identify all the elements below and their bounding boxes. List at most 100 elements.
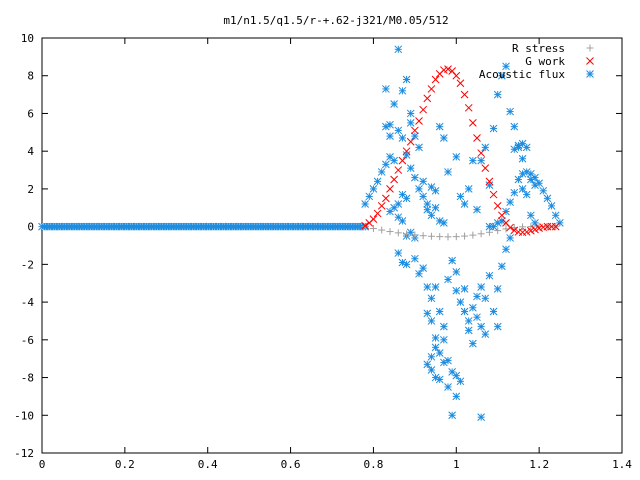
data-point	[473, 134, 481, 142]
data-point	[427, 232, 435, 240]
x-tick-label: 0.8	[363, 458, 383, 471]
y-tick-label: 10	[21, 32, 34, 45]
data-point	[527, 226, 535, 235]
data-point	[498, 262, 506, 271]
data-point	[444, 65, 452, 73]
data-point	[543, 194, 552, 203]
data-point	[477, 283, 485, 291]
data-point	[390, 100, 398, 108]
data-point	[493, 90, 502, 99]
data-point	[394, 45, 403, 54]
data-point	[398, 86, 407, 95]
data-point	[390, 156, 398, 165]
data-point	[498, 71, 506, 80]
data-point	[461, 232, 469, 240]
data-point	[411, 126, 419, 135]
data-point	[394, 249, 403, 257]
data-point	[493, 202, 502, 210]
data-point	[431, 283, 440, 291]
x-tick-label: 0.4	[198, 458, 218, 471]
data-point	[539, 186, 548, 195]
y-tick-label: 2	[27, 183, 34, 196]
data-point	[464, 103, 473, 112]
data-point	[456, 79, 465, 88]
data-point	[489, 190, 498, 199]
axis-ticks: 0 0.2 0.4 0.6 0.8 1 1.2 1.4 10 8 6 4 2 0 -2 -4 -6 -8 -10 -1…	[14, 32, 632, 471]
y-tick-label: -8	[21, 372, 34, 385]
data-point	[452, 233, 460, 241]
data-point	[485, 177, 494, 186]
data-point	[452, 152, 461, 161]
data-point	[431, 343, 440, 352]
data-point	[527, 211, 535, 220]
data-point	[493, 285, 502, 293]
data-point	[423, 283, 432, 291]
data-point	[369, 225, 377, 233]
data-point	[427, 294, 436, 303]
data-point	[444, 233, 452, 241]
data-point	[419, 264, 427, 272]
data-point	[440, 322, 448, 331]
data-point	[423, 309, 432, 318]
data-point	[460, 90, 469, 99]
data-point	[485, 271, 494, 280]
series-1	[361, 65, 560, 237]
data-point	[402, 147, 411, 156]
data-point	[402, 151, 411, 159]
data-point	[522, 190, 531, 199]
data-point	[435, 122, 444, 131]
data-point	[406, 109, 415, 118]
data-point	[444, 275, 452, 284]
data-point	[464, 317, 473, 325]
data-point	[506, 198, 514, 206]
data-point	[402, 260, 411, 269]
data-point	[456, 298, 465, 306]
data-point	[406, 137, 415, 146]
data-point	[427, 317, 436, 325]
data-point	[394, 126, 403, 135]
data-point	[431, 334, 440, 342]
data-point	[547, 202, 556, 210]
x-tick-label: 0	[39, 458, 46, 471]
data-point	[506, 234, 514, 242]
data-point	[477, 230, 485, 238]
y-tick-label: 0	[27, 221, 34, 234]
data-point	[502, 62, 510, 71]
data-point	[473, 292, 481, 301]
data-point	[481, 294, 490, 303]
data-point	[469, 156, 477, 165]
x-tick-label: 0.2	[115, 458, 135, 471]
y-tick-label: 4	[27, 145, 34, 158]
chart-title: m1/n1.5/q1.5/r-+.62-j321/M0.05/512	[223, 14, 448, 27]
data-point	[535, 223, 543, 231]
data-point	[464, 326, 473, 335]
data-point	[452, 371, 461, 380]
data-point	[469, 231, 477, 239]
data-point	[419, 192, 427, 201]
data-point	[415, 143, 423, 152]
data-point	[406, 164, 415, 173]
data-point	[398, 156, 407, 165]
data-point	[460, 200, 469, 208]
data-point	[415, 269, 423, 278]
data-point	[373, 177, 382, 186]
data-point	[411, 231, 419, 239]
data-point	[402, 194, 411, 203]
data-point	[510, 122, 519, 131]
data-point	[469, 119, 477, 127]
data-point	[485, 181, 494, 189]
data-point	[494, 227, 502, 235]
legend-label: G work	[525, 55, 565, 68]
data-point	[419, 232, 427, 240]
data-point	[419, 105, 427, 114]
data-point	[485, 228, 493, 236]
data-point	[522, 143, 531, 152]
data-point	[377, 202, 386, 210]
data-point	[518, 169, 527, 178]
x-tick-label: 1	[453, 458, 460, 471]
data-point	[456, 192, 465, 201]
x-tick-label: 0.6	[281, 458, 301, 471]
data-point	[444, 383, 452, 391]
data-point	[506, 223, 514, 232]
